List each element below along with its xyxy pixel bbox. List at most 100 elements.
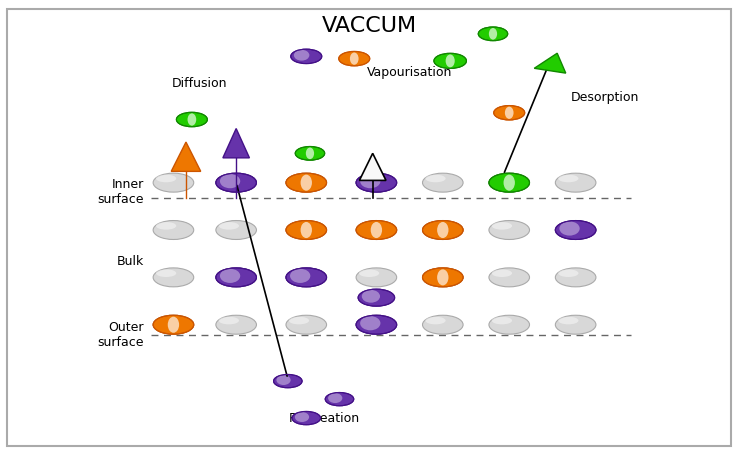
Ellipse shape (218, 175, 239, 182)
Ellipse shape (478, 27, 508, 41)
Ellipse shape (218, 222, 239, 230)
Ellipse shape (289, 269, 309, 277)
Ellipse shape (154, 221, 193, 239)
Ellipse shape (425, 175, 446, 182)
Ellipse shape (295, 147, 325, 160)
Ellipse shape (218, 269, 239, 277)
Ellipse shape (356, 221, 397, 239)
Ellipse shape (505, 106, 514, 119)
Ellipse shape (425, 222, 446, 230)
Ellipse shape (306, 147, 314, 159)
Ellipse shape (425, 317, 446, 324)
Ellipse shape (176, 112, 207, 127)
Ellipse shape (286, 221, 326, 239)
Ellipse shape (156, 175, 176, 182)
Ellipse shape (154, 268, 193, 287)
Ellipse shape (492, 269, 512, 277)
Ellipse shape (356, 221, 397, 239)
Text: Permeation: Permeation (289, 412, 360, 425)
Ellipse shape (494, 106, 525, 120)
Ellipse shape (489, 268, 530, 287)
Ellipse shape (289, 317, 309, 324)
Ellipse shape (286, 315, 326, 334)
Ellipse shape (286, 268, 326, 287)
Ellipse shape (154, 315, 193, 334)
Ellipse shape (289, 175, 309, 182)
Ellipse shape (154, 173, 193, 192)
Ellipse shape (294, 50, 309, 60)
Text: Vapourisation: Vapourisation (367, 66, 452, 79)
Ellipse shape (289, 222, 309, 230)
Text: VACCUM: VACCUM (322, 16, 416, 36)
Ellipse shape (156, 269, 176, 277)
Ellipse shape (187, 113, 196, 126)
Ellipse shape (216, 221, 257, 239)
Polygon shape (534, 53, 566, 73)
Ellipse shape (286, 221, 326, 239)
Ellipse shape (558, 317, 579, 324)
Ellipse shape (434, 53, 466, 69)
Ellipse shape (558, 222, 579, 230)
Text: Outer
surface: Outer surface (97, 321, 144, 349)
Ellipse shape (156, 222, 176, 230)
Ellipse shape (300, 222, 312, 238)
Ellipse shape (300, 175, 312, 191)
Text: Inner
surface: Inner surface (97, 178, 144, 206)
Ellipse shape (218, 317, 239, 324)
Ellipse shape (492, 175, 512, 182)
Ellipse shape (291, 49, 322, 64)
Ellipse shape (556, 173, 596, 192)
Ellipse shape (220, 174, 241, 188)
Ellipse shape (422, 315, 463, 334)
Ellipse shape (339, 51, 370, 66)
Ellipse shape (356, 315, 397, 334)
Polygon shape (359, 153, 386, 180)
Text: Bulk: Bulk (117, 255, 144, 268)
Ellipse shape (446, 55, 455, 67)
Ellipse shape (356, 268, 397, 287)
Ellipse shape (422, 173, 463, 192)
Ellipse shape (359, 317, 379, 324)
Ellipse shape (325, 392, 354, 406)
Ellipse shape (358, 289, 395, 306)
Ellipse shape (556, 221, 596, 239)
Ellipse shape (492, 317, 512, 324)
Ellipse shape (292, 411, 320, 425)
Ellipse shape (359, 222, 379, 230)
Ellipse shape (220, 269, 241, 283)
Ellipse shape (558, 269, 579, 277)
Ellipse shape (362, 290, 380, 303)
Ellipse shape (295, 412, 309, 422)
Ellipse shape (277, 375, 291, 385)
Ellipse shape (422, 221, 463, 239)
Ellipse shape (156, 317, 176, 324)
Ellipse shape (489, 173, 530, 192)
Ellipse shape (360, 174, 381, 188)
Ellipse shape (350, 52, 359, 65)
Ellipse shape (216, 173, 257, 192)
Ellipse shape (216, 268, 257, 287)
Ellipse shape (359, 175, 379, 182)
Ellipse shape (556, 268, 596, 287)
Ellipse shape (503, 175, 515, 191)
Ellipse shape (422, 268, 463, 287)
Ellipse shape (492, 222, 512, 230)
Ellipse shape (356, 173, 397, 192)
Ellipse shape (559, 221, 580, 235)
Text: Desorption: Desorption (571, 91, 639, 104)
Ellipse shape (216, 315, 257, 334)
Ellipse shape (558, 175, 579, 182)
Ellipse shape (328, 393, 342, 403)
Ellipse shape (422, 268, 463, 287)
Text: Diffusion: Diffusion (171, 77, 227, 90)
Ellipse shape (422, 221, 463, 239)
Ellipse shape (489, 315, 530, 334)
Polygon shape (171, 142, 201, 171)
Polygon shape (223, 129, 249, 158)
Ellipse shape (370, 222, 382, 238)
Ellipse shape (290, 269, 310, 283)
Ellipse shape (489, 221, 530, 239)
Ellipse shape (556, 221, 596, 239)
Ellipse shape (356, 315, 397, 334)
Ellipse shape (425, 269, 446, 277)
